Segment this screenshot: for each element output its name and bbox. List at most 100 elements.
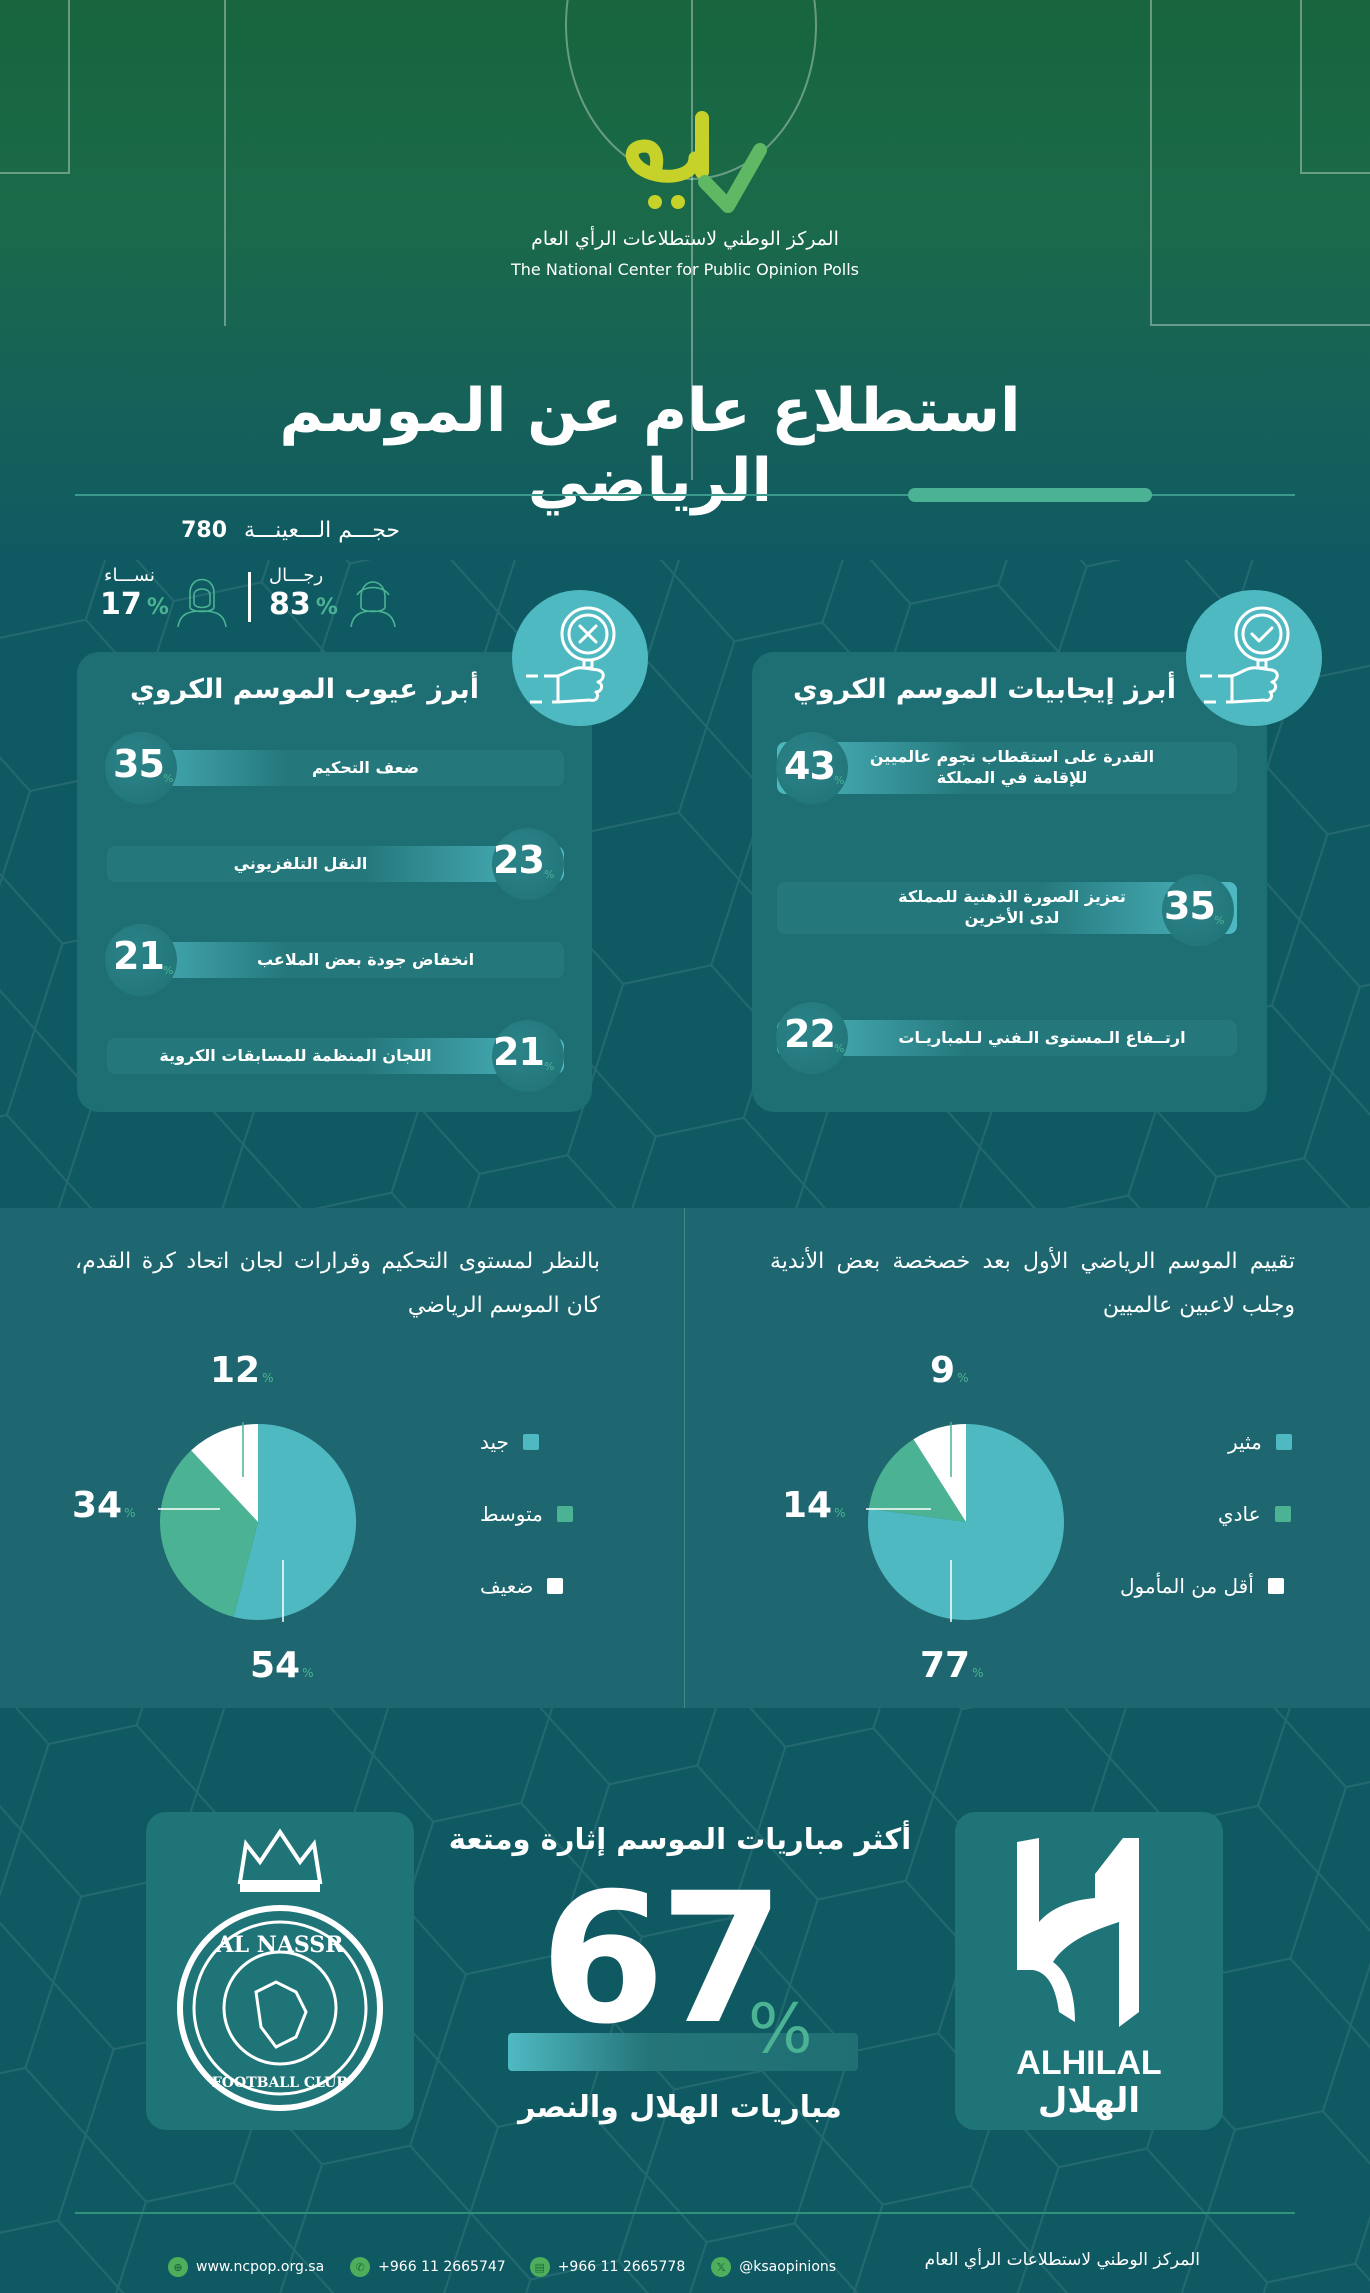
- men-label: رجـــال: [269, 565, 324, 586]
- title-divider: [75, 494, 1295, 496]
- swatch-teal: [1275, 1434, 1292, 1450]
- left-legend-good: جيد: [480, 1430, 539, 1454]
- right-pie-label-exciting: 77%: [920, 1645, 984, 1686]
- swatch-white: [1267, 1578, 1284, 1594]
- positives-icon-circle: [1186, 590, 1322, 726]
- positive-label-2: تعزيز الصورة الذهنية للمملكة لدى الأخرين: [898, 887, 1126, 927]
- org-name-english: The National Center for Public Opinion P…: [511, 260, 859, 279]
- swatch-teal: [522, 1434, 539, 1450]
- svg-text:AL NASSR: AL NASSR: [216, 1932, 345, 1958]
- women-stat: نســـاء 17 %: [100, 565, 240, 627]
- globe-icon: ⊕: [168, 2257, 188, 2277]
- pitch-box-left-outer: [0, 0, 226, 326]
- positive-pct-2: %: [1214, 914, 1225, 927]
- negative-value-1: 35: [113, 742, 165, 786]
- positive-label-3: ارتــفاع الـمستوى الـفني لـلمباريـات: [898, 1027, 1186, 1047]
- left-pie-label-weak: 12%: [210, 1350, 274, 1391]
- man-icon: [350, 581, 396, 627]
- right-legend-below: أقل من المأمول: [1120, 1574, 1284, 1598]
- men-value: 83: [269, 587, 311, 622]
- pitch-penalty-box-left: [0, 0, 70, 174]
- left-pie-chart: [158, 1422, 357, 1622]
- negative-pct-1: %: [163, 772, 174, 785]
- negative-bubble-1: [105, 732, 177, 804]
- sample-size-label: حجـــم الـــعينـــة: [244, 518, 400, 543]
- right-pie-label-normal: 14%: [782, 1485, 846, 1526]
- right-pie-chart: [866, 1422, 1064, 1622]
- negative-bar-3: انخفاض جودة بعض الملاعب: [107, 942, 564, 978]
- highlight-value: 67: [540, 1855, 784, 2064]
- positive-value-1: 43: [784, 744, 836, 788]
- footer-phone[interactable]: +966 11 2665747: [378, 2259, 506, 2275]
- pitch-halfway-line: [691, 0, 693, 480]
- highlight-bar: [508, 2033, 858, 2071]
- footer-divider: [75, 2212, 1295, 2214]
- negative-label-3: انخفاض جودة بعض الملاعب: [256, 949, 475, 969]
- positive-value-2: 35: [1164, 884, 1216, 928]
- alnassr-logo-icon: AL NASSR FOOTBALL CLUB: [177, 1828, 383, 2111]
- left-pie-label-medium: 34%: [72, 1485, 136, 1526]
- negative-bubble-3: [105, 924, 177, 996]
- negative-label-4: اللجان المنظمة للمسابقات الكروية: [159, 1045, 432, 1065]
- positive-value-3: 22: [784, 1012, 836, 1056]
- left-pie-title: بالنظر لمستوى التحكيم وقرارات لجان اتحاد…: [75, 1249, 600, 1318]
- woman-icon: [177, 578, 227, 627]
- negative-value-3: 21: [113, 934, 165, 978]
- positive-bubble-3: [776, 1002, 848, 1074]
- svg-text:ALHILAL: ALHILAL: [1016, 2044, 1161, 2082]
- negative-pct-2: %: [544, 868, 555, 881]
- footer-website[interactable]: www.ncpop.org.sa: [196, 2259, 325, 2275]
- right-pie-label-below: 9%: [930, 1350, 969, 1391]
- negative-pct-3: %: [163, 964, 174, 977]
- negative-value-2: 23: [493, 838, 545, 882]
- fax-icon: ▤: [529, 2257, 550, 2277]
- page-title: استطلاع عام عن الموسم الرياضي: [279, 376, 1021, 516]
- negative-bar-1: ضعف التحكيم: [107, 750, 564, 786]
- positives-card: أبرز إيجابيات الموسم الكروي القدرة على ا…: [752, 652, 1267, 1112]
- positive-bubble-2: [1162, 874, 1234, 946]
- footer-twitter[interactable]: @ksaopinions: [739, 2259, 837, 2275]
- highlight-pct: %: [748, 1990, 813, 2069]
- sample-size: حجـــم الـــعينـــة 780: [100, 518, 400, 543]
- negative-pct-4: %: [544, 1060, 555, 1073]
- org-name-arabic: المركز الوطني لاستطلاعات الرأي العام: [531, 228, 839, 250]
- alhilal-card: ALHILAL الهلال: [955, 1812, 1223, 2130]
- negative-label-2: النقل التلفزيوني: [233, 853, 368, 873]
- swatch-green: [556, 1506, 573, 1522]
- title-accent-pill: [908, 488, 1152, 502]
- left-legend-medium: متوسط: [480, 1502, 573, 1526]
- swatch-white: [547, 1578, 564, 1594]
- women-label: نســـاء: [104, 565, 155, 586]
- positive-bubble-1: [776, 732, 848, 804]
- footer-org-name: المركز الوطني لاستطلاعات الرأي العام: [924, 2250, 1200, 2270]
- negatives-card: أبرز عيوب الموسم الكروي ضعف التحكيم 35 %…: [77, 652, 592, 1112]
- alnassr-card: AL NASSR FOOTBALL CLUB: [146, 1812, 414, 2130]
- x-twitter-icon: 𝕏: [711, 2257, 732, 2277]
- right-legend-normal: عادي: [1218, 1502, 1291, 1526]
- pitch-penalty-box-right: [1300, 0, 1370, 174]
- negatives-title: أبرز عيوب الموسم الكروي: [129, 674, 480, 705]
- alhilal-logo-icon: ALHILAL الهلال: [1016, 1838, 1162, 2121]
- highlight-subtitle: مباريات الهلال والنصر: [518, 2090, 842, 2125]
- footer-fax: +966 11 2665778: [557, 2259, 686, 2275]
- ncpop-logo-icon: [625, 111, 767, 213]
- footer-contacts: ⊕ www.ncpop.org.sa ✆ +966 11 2665747 ▤ +…: [168, 2252, 836, 2282]
- pitch-box-right-outer: [1150, 0, 1370, 326]
- highlight-title: أكثر مباريات الموسم إثارة ومتعة: [448, 1822, 912, 1856]
- swatch-green: [1274, 1506, 1291, 1522]
- men-pct: %: [315, 595, 338, 620]
- positive-pct-3: %: [834, 1042, 845, 1055]
- pie-section-divider: [684, 1208, 685, 1708]
- left-legend-weak: ضعيف: [480, 1574, 564, 1598]
- positive-label-1: القدرة على استقطاب نجوم عالميين للإقامة …: [869, 747, 1155, 787]
- sample-size-value: 780: [181, 518, 228, 543]
- negative-bubble-2: [492, 828, 564, 900]
- negative-bubble-4: [492, 1020, 564, 1092]
- svg-text:FOOTBALL CLUB: FOOTBALL CLUB: [212, 2075, 348, 2091]
- negative-value-4: 21: [493, 1030, 545, 1074]
- svg-text:الهلال: الهلال: [1038, 2081, 1140, 2121]
- positives-title: أبرز إيجابيات الموسم الكروي: [793, 674, 1176, 705]
- right-pie-title: تقييم الموسم الرياضي الأول بعد خصخصة بعض…: [770, 1249, 1295, 1318]
- women-pct: %: [146, 595, 169, 620]
- phone-icon: ✆: [350, 2257, 371, 2277]
